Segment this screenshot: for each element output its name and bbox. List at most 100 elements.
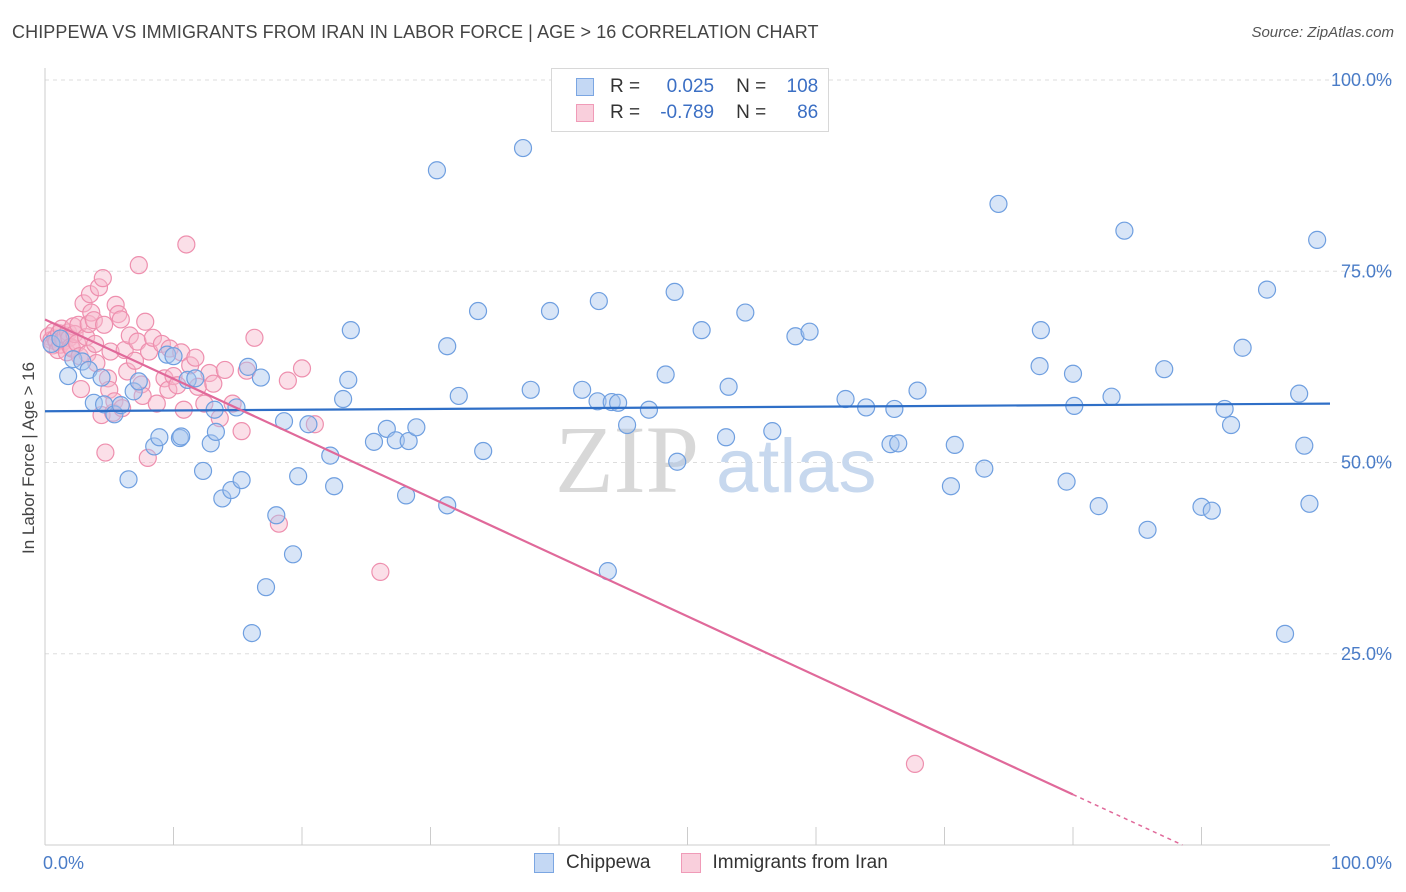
chippewa-point (1089, 497, 1108, 516)
chippewa-point (124, 382, 143, 401)
chippewa-point (164, 347, 183, 366)
y-axis-label: In Labor Force | Age > 16 (19, 362, 38, 554)
iran-point (98, 369, 118, 388)
iran-point (143, 328, 163, 347)
chippewa-point (474, 441, 493, 461)
chippewa-point (267, 506, 286, 525)
chippewa-point (1215, 399, 1234, 419)
legend-r-label: R = (610, 102, 641, 123)
y-tick-label: 25.0% (1341, 644, 1392, 664)
iran-point (128, 332, 147, 351)
iran-point (278, 371, 297, 390)
y-tick-label: 50.0% (1341, 453, 1392, 473)
iran-point (96, 443, 115, 462)
y-tick-label: 75.0% (1341, 261, 1392, 281)
iran-point (129, 256, 148, 275)
chippewa-point (449, 386, 468, 406)
chippewa-point (251, 368, 270, 387)
chippewa-point (588, 392, 607, 411)
chippewa-point (172, 427, 191, 446)
chippewa-point (386, 431, 405, 450)
legend-label-iran: Immigrants from Iran (712, 852, 888, 873)
chippewa-point (521, 380, 540, 399)
legend-row-chippewa: R = 0.025 N = 108 (576, 75, 818, 99)
chippewa-point (339, 370, 358, 389)
iran-point (84, 311, 103, 330)
chippewa-point (1275, 624, 1295, 643)
legend-r-value: -0.789 (660, 102, 715, 123)
chippewa-point (119, 470, 138, 489)
iran-point (95, 315, 114, 334)
chippewa-point (238, 357, 258, 376)
chippewa-point (763, 422, 782, 441)
legend-n-value: 108 (786, 76, 819, 97)
chippewa-point (1057, 472, 1076, 491)
watermark: ZIP atlas (555, 406, 877, 513)
chippewa-point (885, 399, 904, 419)
iran-point (186, 348, 205, 367)
chippewa-point (1295, 436, 1314, 455)
source-label: Source: ZipAtlas.com (1251, 24, 1394, 41)
iran-point (138, 448, 157, 468)
chippewa-point (786, 327, 805, 346)
legend-n-label: N = (736, 102, 767, 123)
iran-point (215, 360, 234, 380)
chippewa-point (334, 389, 353, 409)
legend-swatch-chippewa (534, 853, 554, 873)
series-chippewa-points (42, 138, 1327, 643)
chippewa-point (602, 392, 621, 412)
chippewa-point (1221, 415, 1241, 435)
chippewa-point (889, 434, 908, 453)
chippewa-point (206, 422, 226, 441)
chippewa-point (1115, 221, 1134, 240)
chippewa-point (186, 369, 205, 388)
chippewa-point (59, 366, 78, 386)
iran-point (195, 394, 214, 413)
chippewa-point (1138, 520, 1157, 539)
chippewa-trend-line (44, 402, 1331, 413)
chippewa-point (289, 467, 308, 486)
legend-n-value: 86 (797, 102, 819, 123)
iran-point (136, 312, 155, 331)
chippewa-point (42, 334, 61, 354)
chippewa-point (975, 459, 994, 478)
chippewa-point (242, 623, 261, 643)
chippewa-point (157, 345, 177, 364)
legend-r-value: 0.025 (666, 76, 715, 97)
chippewa-point (1155, 360, 1174, 379)
chippewa-point (639, 400, 659, 419)
chippewa-point (92, 368, 111, 387)
chippewa-point (1290, 384, 1309, 403)
chippewa-point (325, 477, 344, 496)
chippewa-point (51, 329, 70, 348)
iran-point (292, 359, 312, 378)
chippewa-point (399, 431, 418, 451)
trend-lines (44, 318, 1331, 846)
chippewa-point (719, 377, 738, 396)
chippewa-point (1308, 230, 1327, 249)
chippewa-point (908, 381, 927, 400)
legend-row-iran: R = -0.789 N = 86 (576, 101, 818, 125)
iran-point (74, 294, 93, 313)
chippewa-point (1202, 501, 1221, 520)
chippewa-point (283, 545, 303, 564)
iran-point (133, 386, 152, 406)
chippewa-point (1063, 364, 1083, 383)
iran-point (111, 310, 130, 329)
chippewa-point (256, 578, 276, 597)
x-tick-label: 0.0% (43, 853, 84, 873)
chippewa-point (1030, 357, 1049, 376)
chippewa-point (618, 415, 637, 435)
chippewa-point (193, 461, 213, 481)
chippewa-point (989, 194, 1008, 214)
iran-trend-line (44, 318, 1074, 796)
iran-point (305, 415, 324, 434)
iran-point (371, 562, 390, 581)
y-tick-label: 100.0% (1331, 70, 1392, 90)
iran-point (80, 285, 100, 304)
iran-point (147, 394, 166, 413)
chippewa-point (1192, 497, 1211, 516)
axes (44, 68, 1330, 846)
tick-labels: 25.0% 50.0% 75.0% 100.0% 0.0% 100.0% (43, 70, 1392, 873)
